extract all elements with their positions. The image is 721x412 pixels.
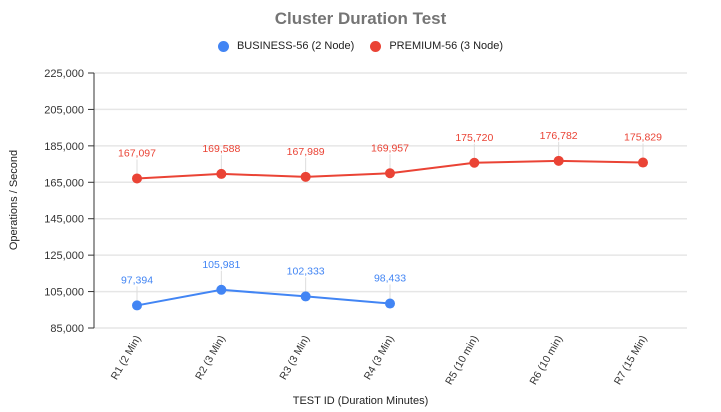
legend-item-business[interactable]: BUSINESS-56 (2 Node) [217, 40, 355, 52]
data-label: 105,981 [202, 259, 240, 271]
data-label: 97,394 [121, 274, 153, 286]
data-point[interactable] [216, 284, 227, 295]
data-label: 169,957 [371, 142, 409, 154]
legend: BUSINESS-56 (2 Node) PREMIUM-56 (3 Node) [0, 40, 721, 52]
business-series-dot-icon [217, 40, 229, 52]
y-tick-label: 145,000 [44, 214, 84, 226]
data-point[interactable] [385, 168, 395, 179]
legend-item-premium[interactable]: PREMIUM-56 (3 Node) [370, 40, 503, 52]
data-point[interactable] [216, 168, 227, 179]
data-point[interactable] [300, 171, 311, 182]
data-label: 98,433 [374, 273, 406, 285]
data-label: 176,782 [540, 130, 578, 142]
y-axis-label: Operations / Second [8, 149, 20, 251]
x-tick-label: R3 (3 Min) [277, 334, 312, 382]
data-label: 169,588 [202, 143, 240, 155]
y-tick-label: 85,000 [50, 323, 84, 335]
data-point[interactable] [469, 157, 480, 168]
x-tick-label: R4 (3 Min) [362, 334, 397, 382]
legend-label-premium: PREMIUM-56 (3 Node) [389, 40, 504, 52]
data-point[interactable] [553, 155, 564, 166]
data-point[interactable] [638, 157, 648, 168]
y-tick-label: 105,000 [44, 287, 84, 299]
x-tick-label: R1 (2 Min) [109, 334, 144, 382]
legend-label-business: BUSINESS-56 (2 Node) [236, 40, 355, 52]
data-label: 175,720 [455, 132, 493, 144]
data-point[interactable] [132, 173, 142, 184]
data-point[interactable] [300, 291, 311, 302]
y-tick-label: 205,000 [44, 104, 84, 116]
premium-series-dot-icon [370, 40, 382, 52]
chart-title: Cluster Duration Test [274, 9, 447, 28]
x-axis-label: TEST ID (Duration Minutes) [292, 395, 429, 407]
data-label: 102,333 [287, 265, 325, 277]
data-label: 167,097 [118, 147, 156, 159]
y-tick-label: 225,000 [44, 68, 84, 80]
data-label: 167,989 [287, 146, 325, 158]
x-tick-label: R5 (10 min) [443, 334, 481, 388]
x-tick-label: R2 (3 Min) [193, 334, 228, 382]
y-tick-label: 185,000 [44, 141, 84, 153]
series-line [136, 288, 391, 307]
x-tick-label: R7 (15 Min) [612, 334, 650, 388]
data-label: 175,829 [624, 132, 662, 144]
y-tick-label: 125,000 [44, 250, 84, 262]
data-point[interactable] [385, 298, 395, 309]
x-tick-label: R6 (10 min) [527, 334, 565, 388]
y-tick-label: 165,000 [44, 177, 84, 189]
data-point[interactable] [132, 300, 142, 311]
